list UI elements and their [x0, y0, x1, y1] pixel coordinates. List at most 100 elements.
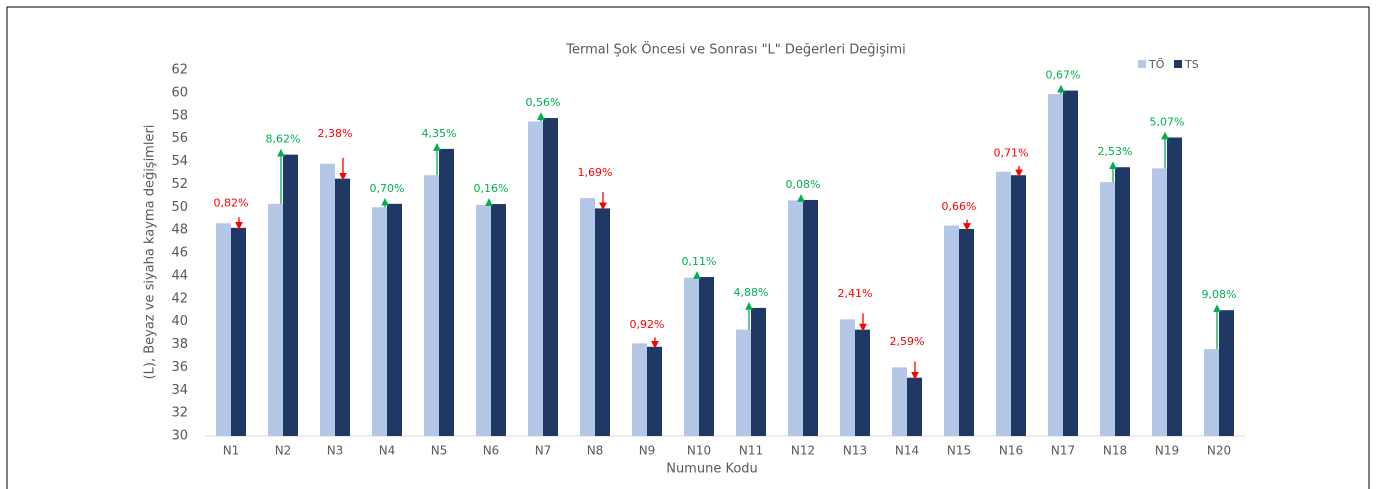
x-tick-label: N1: [223, 444, 240, 458]
bar: [491, 204, 506, 436]
change-label: 0,67%: [1046, 69, 1081, 82]
x-tick-label: N3: [327, 444, 344, 458]
y-axis-label: (L), Beyaz ve siyaha kayma değişimleri: [143, 125, 158, 380]
change-label: 4,35%: [422, 127, 457, 140]
legend-swatch: [1174, 60, 1182, 68]
bar: [528, 121, 543, 436]
change-label: 9,08%: [1202, 288, 1237, 301]
bar: [1048, 94, 1063, 437]
change-label: 0,70%: [370, 182, 405, 195]
x-tick-label: N6: [483, 444, 500, 458]
bar: [320, 163, 335, 436]
bar: [736, 329, 751, 436]
bar: [647, 346, 662, 436]
y-tick-label: 42: [171, 291, 188, 306]
change-label: 0,71%: [994, 146, 1029, 159]
bar: [1152, 168, 1167, 437]
change-label: 0,11%: [682, 255, 717, 268]
bar: [959, 228, 974, 436]
y-tick-label: 62: [171, 63, 188, 78]
bar: [268, 203, 283, 436]
bar: [543, 118, 558, 436]
y-tick-label: 54: [171, 154, 188, 169]
x-tick-label: N10: [687, 444, 711, 458]
y-tick-label: 30: [171, 429, 188, 444]
bar: [1204, 349, 1219, 436]
x-tick-label: N15: [947, 444, 971, 458]
bar: [632, 343, 647, 436]
change-label: 2,59%: [890, 335, 925, 348]
y-tick-label: 38: [171, 337, 188, 352]
y-tick-label: 44: [171, 268, 188, 283]
legend-label: TS: [1184, 58, 1199, 71]
bar: [944, 225, 959, 436]
change-label: 2,53%: [1098, 145, 1133, 158]
bar: [283, 154, 298, 436]
bar: [684, 277, 699, 436]
bar: [476, 204, 491, 436]
bar: [1011, 175, 1026, 436]
x-tick-label: N8: [587, 444, 604, 458]
bar: [595, 208, 610, 436]
x-tick-label: N9: [639, 444, 656, 458]
change-label: 0,92%: [630, 318, 665, 331]
bar: [1100, 182, 1115, 436]
y-tick-label: 36: [171, 360, 188, 375]
bar: [751, 307, 766, 436]
bar: [1167, 137, 1182, 436]
change-label: 0,56%: [526, 96, 561, 109]
x-tick-label: N16: [999, 444, 1023, 458]
bar: [424, 175, 439, 436]
bar: [803, 199, 818, 436]
x-tick-label: N19: [1155, 444, 1179, 458]
bar: [699, 277, 714, 436]
bar: [216, 223, 231, 436]
chart-title: Termal Şok Öncesi ve Sonrası "L" Değerle…: [565, 41, 906, 58]
change-label: 2,41%: [838, 287, 873, 300]
x-tick-label: N20: [1207, 444, 1231, 458]
bar: [788, 200, 803, 436]
x-tick-label: N17: [1051, 444, 1075, 458]
bar: [855, 329, 870, 436]
bar: [580, 198, 595, 436]
change-label: 0,08%: [786, 178, 821, 191]
x-tick-label: N14: [895, 444, 919, 458]
y-tick-label: 46: [171, 246, 188, 261]
bar: [1115, 167, 1130, 436]
bar: [892, 367, 907, 436]
bar: [1219, 310, 1234, 436]
change-label: 4,88%: [734, 286, 769, 299]
legend-swatch: [1138, 60, 1146, 68]
x-tick-label: N12: [791, 444, 815, 458]
change-label: 0,66%: [942, 200, 977, 213]
bar: [372, 207, 387, 436]
change-label: 5,07%: [1150, 115, 1185, 128]
x-tick-label: N18: [1103, 444, 1127, 458]
bar: [1063, 90, 1078, 437]
y-tick-label: 32: [171, 406, 188, 421]
bar: [840, 319, 855, 436]
x-tick-label: N11: [739, 444, 763, 458]
y-tick-label: 40: [171, 314, 188, 329]
y-tick-label: 34: [171, 383, 188, 398]
change-label: 8,62%: [266, 133, 301, 146]
bar: [439, 148, 454, 436]
y-tick-label: 60: [171, 85, 188, 100]
bar: [907, 377, 922, 436]
change-label: 2,38%: [318, 127, 353, 140]
y-tick-label: 52: [171, 177, 188, 192]
y-tick-label: 50: [171, 200, 188, 215]
bar: [335, 178, 350, 436]
change-label: 1,69%: [578, 166, 613, 179]
x-tick-label: N5: [431, 444, 448, 458]
y-tick-label: 58: [171, 108, 188, 123]
y-tick-label: 48: [171, 223, 188, 238]
x-tick-label: N13: [843, 444, 867, 458]
bar: [231, 227, 246, 436]
legend-label: TÖ: [1148, 58, 1165, 71]
bar: [996, 171, 1011, 436]
x-tick-label: N7: [535, 444, 552, 458]
change-label: 0,16%: [474, 182, 509, 195]
x-tick-label: N2: [275, 444, 292, 458]
